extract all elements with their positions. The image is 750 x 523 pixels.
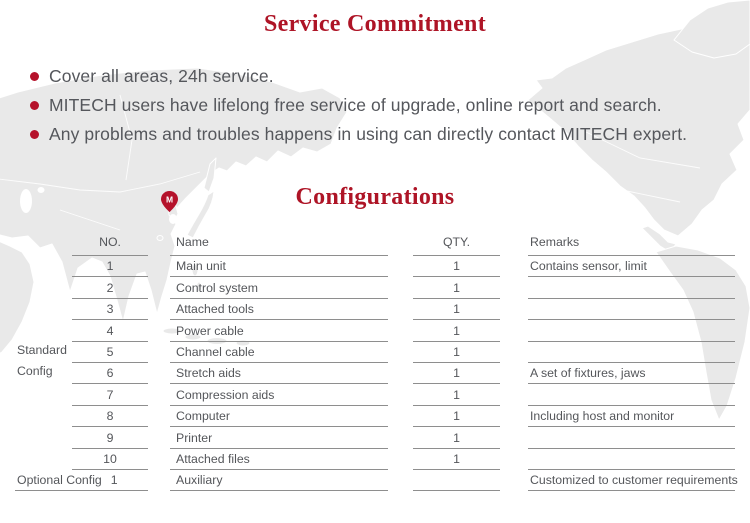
- optional-group-label: Optional Config: [17, 473, 102, 488]
- row-no: 6: [72, 363, 148, 385]
- map-north-america: [527, 19, 750, 237]
- row-name: Printer: [170, 427, 388, 449]
- row-name: Stretch aids: [170, 363, 388, 385]
- row-remarks: [528, 299, 735, 321]
- row-name: Auxiliary: [170, 470, 388, 492]
- row-remarks: [528, 342, 735, 363]
- row-qty: 1: [413, 277, 500, 299]
- header-name: Name: [170, 231, 388, 256]
- row-name: Channel cable: [170, 342, 388, 363]
- row-no: 10: [72, 449, 148, 470]
- configurations-title: Configurations: [295, 184, 455, 210]
- row-group-spacer: [15, 299, 72, 320]
- map-sakhalin: [203, 157, 217, 193]
- row-group-spacer: [15, 449, 72, 470]
- row-group-spacer: [15, 406, 72, 427]
- row-name: Computer: [170, 406, 388, 428]
- row-no: 1: [72, 256, 148, 278]
- optional-config-row: Optional Config 1 Auxiliary Customized t…: [0, 470, 750, 492]
- row-no: 9: [72, 427, 148, 449]
- row-no: 8: [72, 406, 148, 428]
- table-row: 7 Compression aids 1: [0, 384, 750, 406]
- row-remarks: [528, 449, 735, 470]
- row-qty: [413, 470, 500, 492]
- map-africa: [0, 241, 35, 354]
- row-no: 1: [110, 473, 118, 488]
- row-qty: 1: [413, 406, 500, 428]
- header-remarks: Remarks: [528, 231, 735, 256]
- table-row: 1 Main unit 1 Contains sensor, limit: [0, 256, 750, 278]
- row-name: Power cable: [170, 320, 388, 342]
- row-remarks: A set of fixtures, jaws: [528, 363, 735, 385]
- row-name: Attached files: [170, 449, 388, 470]
- standard-config-label: Standard Config: [17, 343, 67, 379]
- row-group-spacer: [15, 256, 72, 277]
- table-row: 10 Attached files 1: [0, 449, 750, 470]
- row-no: 3: [72, 299, 148, 321]
- row-remarks: [528, 277, 735, 299]
- bullet-text: Cover all areas, 24h service.: [49, 66, 274, 86]
- bullet-item: Cover all areas, 24h service.: [30, 62, 687, 91]
- map-south-america: [655, 245, 750, 421]
- table-row: 3 Attached tools 1: [0, 299, 750, 321]
- row-group-spacer: [15, 427, 72, 448]
- row-name: Attached tools: [170, 299, 388, 321]
- pin-logo-glyph: M: [166, 195, 173, 205]
- row-remarks: [528, 320, 735, 342]
- header-group-spacer: [15, 231, 72, 256]
- table-row: 8 Computer 1 Including host and monitor: [0, 406, 750, 428]
- row-qty: 1: [413, 384, 500, 406]
- optional-group-cell: Optional Config 1: [15, 470, 148, 492]
- service-title: Service Commitment: [264, 11, 486, 37]
- row-no: 4: [72, 320, 148, 342]
- row-remarks: [528, 427, 735, 449]
- bullet-dot-icon: [30, 130, 39, 139]
- map-greenland: [673, 0, 750, 59]
- row-qty: 1: [413, 320, 500, 342]
- row-qty: 1: [413, 342, 500, 363]
- row-qty: 1: [413, 256, 500, 278]
- row-remarks: Contains sensor, limit: [528, 256, 735, 278]
- config-table: NO. Name QTY. Remarks 1 Main unit 1 Cont…: [0, 231, 750, 492]
- row-name: Compression aids: [170, 384, 388, 406]
- row-remarks: [528, 384, 735, 406]
- table-row: 4 Power cable 1: [0, 320, 750, 342]
- row-no: 2: [72, 277, 148, 299]
- service-bullet-list: Cover all areas, 24h service. MITECH use…: [30, 62, 687, 149]
- row-no: 5: [72, 342, 148, 363]
- row-group-spacer: [15, 320, 72, 341]
- table-rows: 1 Main unit 1 Contains sensor, limit 2 C…: [0, 256, 750, 470]
- row-qty: 1: [413, 427, 500, 449]
- row-qty: 1: [413, 449, 500, 470]
- row-name: Main unit: [170, 256, 388, 278]
- table-row: 5 Channel cable 1: [0, 342, 750, 363]
- row-remarks: Including host and monitor: [528, 406, 735, 428]
- bullet-item: Any problems and troubles happens in usi…: [30, 120, 687, 149]
- header-no: NO.: [72, 231, 148, 256]
- row-group-spacer: [15, 384, 72, 405]
- bullet-dot-icon: [30, 72, 39, 81]
- bullet-item: MITECH users have lifelong free service …: [30, 91, 687, 120]
- row-remarks: Customized to customer requirements: [528, 470, 738, 492]
- bullet-dot-icon: [30, 101, 39, 110]
- table-row: 6 Stretch aids 1 A set of fixtures, jaws: [0, 363, 750, 385]
- row-no: 7: [72, 384, 148, 406]
- table-header-row: NO. Name QTY. Remarks: [0, 231, 750, 256]
- row-qty: 1: [413, 299, 500, 321]
- table-row: 9 Printer 1: [0, 427, 750, 449]
- bullet-text: MITECH users have lifelong free service …: [49, 95, 662, 115]
- row-qty: 1: [413, 363, 500, 385]
- bullet-text: Any problems and troubles happens in usi…: [49, 124, 688, 144]
- row-name: Control system: [170, 277, 388, 299]
- table-row: 2 Control system 1: [0, 277, 750, 299]
- row-group-spacer: [15, 277, 72, 298]
- header-qty: QTY.: [413, 231, 500, 256]
- map-japan: [186, 190, 215, 239]
- map-pin-icon: M: [161, 191, 178, 217]
